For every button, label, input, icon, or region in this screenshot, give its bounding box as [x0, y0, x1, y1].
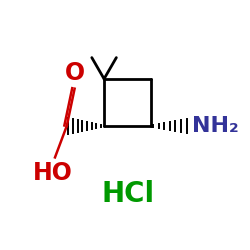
Text: HO: HO	[33, 161, 73, 185]
Text: O: O	[64, 61, 85, 85]
Text: NH₂: NH₂	[192, 116, 239, 136]
Text: HCl: HCl	[101, 180, 154, 208]
